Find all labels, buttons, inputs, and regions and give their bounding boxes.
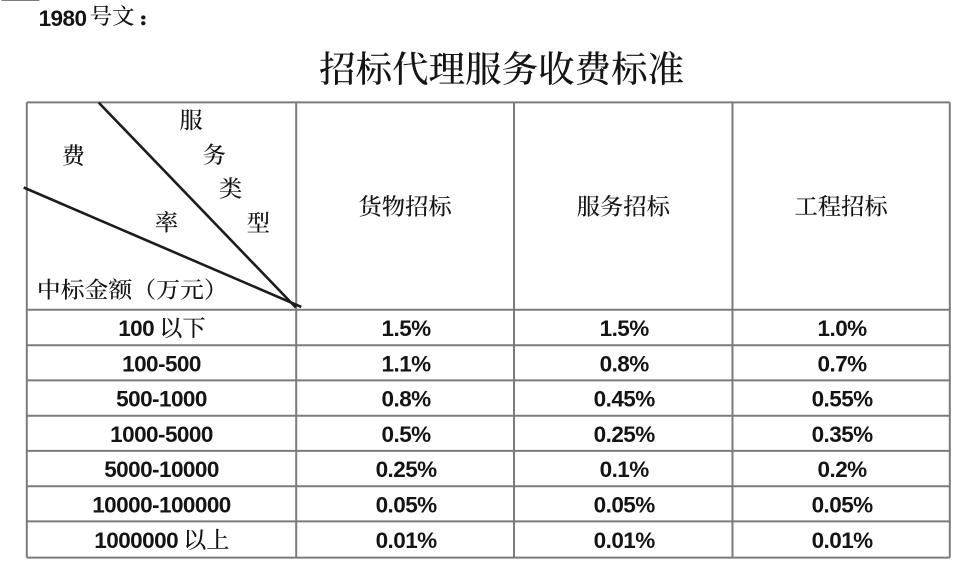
svg-text:0.8%: 0.8% (382, 387, 432, 412)
svg-text:0.2%: 0.2% (818, 457, 868, 482)
svg-text:0.05%: 0.05% (376, 493, 438, 518)
svg-text:0.7%: 0.7% (818, 351, 868, 376)
svg-text:1000000: 1000000 (94, 528, 178, 553)
svg-text:5000-10000: 5000-10000 (104, 457, 219, 482)
svg-text:0.25%: 0.25% (376, 457, 438, 482)
svg-text:10000-100000: 10000-100000 (92, 493, 231, 518)
svg-text:0.35%: 0.35% (812, 422, 874, 447)
svg-text:0.8%: 0.8% (600, 351, 650, 376)
svg-text:1980: 1980 (39, 6, 87, 31)
svg-text:100-500: 100-500 (122, 351, 201, 376)
svg-text:0.1%: 0.1% (600, 457, 650, 482)
svg-text:0.05%: 0.05% (812, 493, 874, 518)
svg-text:1.5%: 1.5% (382, 316, 432, 341)
svg-text:1.1%: 1.1% (382, 351, 432, 376)
svg-text:1000-5000: 1000-5000 (110, 422, 213, 447)
svg-text:0.5%: 0.5% (382, 422, 432, 447)
svg-text:0.25%: 0.25% (594, 422, 656, 447)
svg-text:1.0%: 1.0% (818, 316, 868, 341)
svg-text:0.05%: 0.05% (594, 493, 656, 518)
svg-text:500-1000: 500-1000 (116, 387, 207, 412)
svg-text:0.55%: 0.55% (812, 387, 874, 412)
svg-text:100: 100 (118, 316, 154, 341)
svg-text:0.01%: 0.01% (594, 528, 656, 553)
svg-text:0.01%: 0.01% (376, 528, 438, 553)
svg-text:1.5%: 1.5% (600, 316, 650, 341)
svg-text:0.45%: 0.45% (594, 387, 656, 412)
svg-text:0.01%: 0.01% (812, 528, 874, 553)
